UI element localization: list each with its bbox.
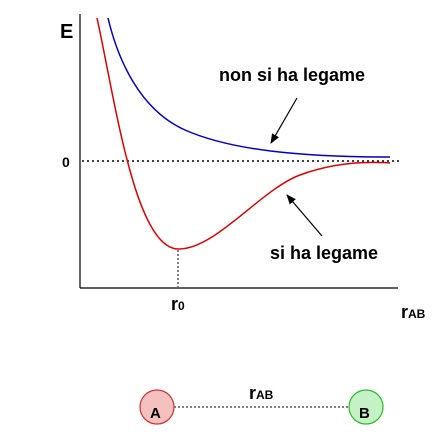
atom-b-label: B <box>359 405 370 422</box>
atom-a <box>139 389 175 425</box>
r0-label: r0 <box>171 294 185 314</box>
bond-annotation: si ha legame <box>270 243 378 263</box>
zero-tick-label: 0 <box>62 154 70 170</box>
atom-distance-label: rAB <box>249 383 274 403</box>
no-bond-curve <box>107 17 391 158</box>
atom-a-label: A <box>150 405 161 422</box>
no-bond-arrow <box>270 97 298 144</box>
no-bond-annotation: non si ha legame <box>219 65 365 85</box>
atom-b <box>348 389 384 425</box>
bond-curve <box>96 17 391 250</box>
x-axis-label: rAB <box>401 302 426 322</box>
y-axis-label: E <box>60 21 73 43</box>
bond-arrow <box>286 194 323 237</box>
